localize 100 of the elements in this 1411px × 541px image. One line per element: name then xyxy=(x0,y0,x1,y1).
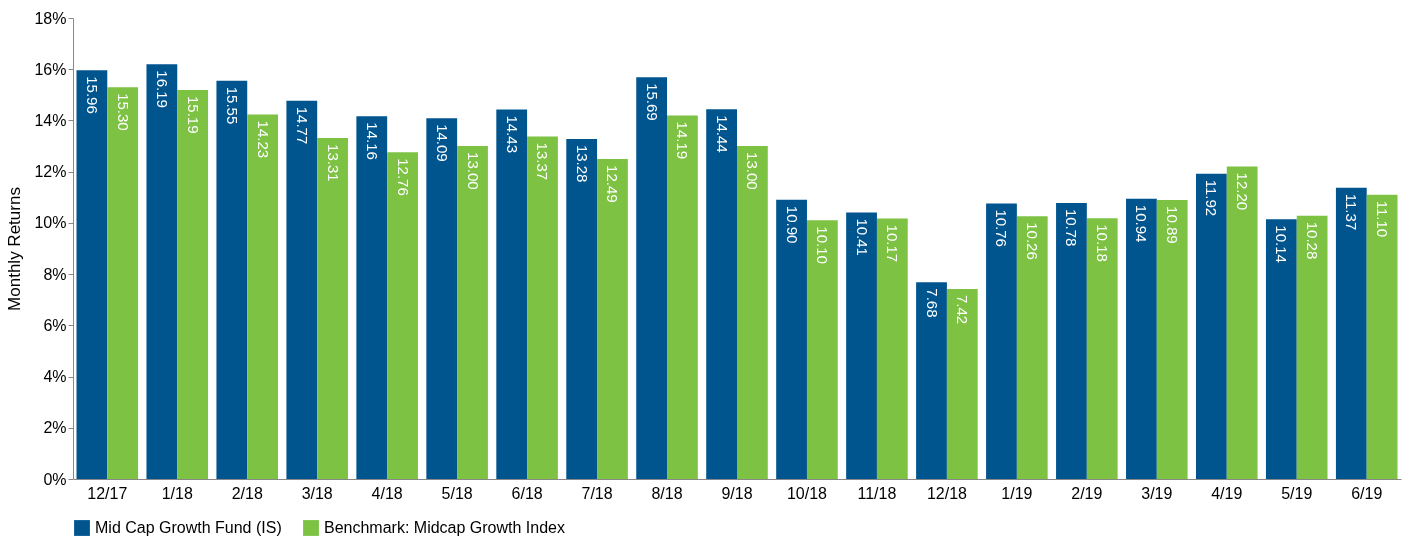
data-label: 15.30 xyxy=(114,93,132,131)
bar xyxy=(566,138,598,479)
data-label: 13.31 xyxy=(324,144,342,182)
data-label: 13.00 xyxy=(464,152,482,190)
data-label: 14.16 xyxy=(363,122,381,160)
bar xyxy=(776,199,807,479)
bar xyxy=(916,282,947,479)
bar xyxy=(76,70,108,479)
data-label: 15.96 xyxy=(83,76,101,114)
data-label: 10.18 xyxy=(1094,224,1112,262)
data-label: 10.14 xyxy=(1273,225,1291,263)
y-tick-label: 12% xyxy=(34,163,67,181)
bar xyxy=(846,212,877,479)
x-tick-label: 1/19 xyxy=(1001,484,1033,502)
x-tick-label: 5/19 xyxy=(1281,484,1313,502)
x-tick-label: 11/18 xyxy=(857,484,897,502)
x-tick-label: 9/18 xyxy=(721,484,753,502)
data-label: 7.68 xyxy=(923,288,941,318)
x-tick-label: 3/19 xyxy=(1141,484,1173,502)
x-tick-label: 7/18 xyxy=(581,484,613,502)
data-label: 11.10 xyxy=(1374,200,1392,238)
bar xyxy=(496,109,528,479)
y-axis-title: Monthly Returns xyxy=(5,187,25,311)
data-label: 14.23 xyxy=(254,120,272,159)
data-label: 10.76 xyxy=(993,209,1011,247)
bar xyxy=(146,64,178,479)
x-tick-label: 2/19 xyxy=(1071,484,1103,502)
bar xyxy=(1296,215,1328,479)
data-label: 14.19 xyxy=(674,121,692,160)
data-label: 10.78 xyxy=(1063,208,1081,247)
bar xyxy=(426,118,458,479)
bar xyxy=(1366,194,1398,479)
data-label: 14.43 xyxy=(503,115,521,153)
bar xyxy=(1056,202,1087,479)
x-tick-label: 5/18 xyxy=(441,484,473,502)
y-tick-label: 2% xyxy=(43,419,67,437)
data-label: 13.37 xyxy=(534,142,552,181)
x-tick-label: 4/19 xyxy=(1211,484,1243,502)
data-label: 10.28 xyxy=(1304,221,1322,260)
y-tick-label: 0% xyxy=(43,470,67,488)
y-tick-label: 18% xyxy=(34,9,67,27)
data-label: 16.19 xyxy=(153,70,171,108)
bar xyxy=(636,77,668,479)
y-tick-label: 16% xyxy=(34,60,67,78)
data-label: 15.69 xyxy=(643,83,661,121)
bar xyxy=(107,87,139,479)
bar xyxy=(1265,219,1297,479)
data-label: 10.10 xyxy=(814,226,832,264)
x-tick-label: 12/18 xyxy=(926,484,968,502)
x-tick-label: 4/18 xyxy=(371,484,403,502)
bar xyxy=(876,218,908,479)
y-tick-label: 10% xyxy=(34,214,67,232)
data-label: 14.77 xyxy=(293,106,311,145)
bar xyxy=(317,138,348,479)
bar xyxy=(177,89,209,479)
bar xyxy=(1126,198,1157,479)
bar xyxy=(1195,173,1227,479)
data-label: 12.49 xyxy=(604,165,622,203)
bar xyxy=(1156,200,1188,479)
data-label: 10.17 xyxy=(884,224,902,263)
x-tick-label: 2/18 xyxy=(231,484,263,502)
legend-label: Mid Cap Growth Fund (IS) xyxy=(95,519,282,536)
bar xyxy=(1226,166,1258,479)
x-tick-label: 10/18 xyxy=(786,484,828,502)
bar xyxy=(667,115,698,479)
bar xyxy=(986,203,1017,479)
data-label: 15.55 xyxy=(223,86,241,125)
bar xyxy=(806,220,838,479)
data-label: 12.20 xyxy=(1234,172,1252,211)
data-label: 10.41 xyxy=(853,218,871,256)
data-label: 7.42 xyxy=(954,294,972,325)
data-label: 12.76 xyxy=(394,158,412,196)
data-label: 14.09 xyxy=(433,124,451,162)
bar xyxy=(286,100,318,479)
bar xyxy=(527,136,558,479)
data-label: 15.19 xyxy=(184,95,202,134)
bar xyxy=(216,80,248,479)
x-tick-label: 6/19 xyxy=(1351,484,1383,502)
bar xyxy=(597,159,628,479)
x-tick-label: 12/17 xyxy=(87,484,128,502)
data-label: 13.28 xyxy=(573,144,591,183)
data-label: 10.94 xyxy=(1133,204,1151,243)
bar xyxy=(1335,187,1367,479)
bar xyxy=(946,288,978,479)
data-label: 11.92 xyxy=(1203,179,1221,217)
x-tick-label: 8/18 xyxy=(651,484,683,502)
data-label: 10.26 xyxy=(1024,222,1042,260)
bar xyxy=(1016,216,1048,479)
y-tick-label: 4% xyxy=(43,368,67,386)
y-tick-label: 6% xyxy=(43,316,67,334)
bar xyxy=(1086,218,1118,479)
y-tick-label: 14% xyxy=(34,111,67,129)
data-label: 14.44 xyxy=(713,115,731,153)
data-label: 13.00 xyxy=(744,152,762,190)
x-tick-label: 3/18 xyxy=(301,484,333,502)
x-tick-label: 6/18 xyxy=(511,484,543,502)
data-label: 10.90 xyxy=(783,205,801,244)
x-tick-label: 1/18 xyxy=(161,484,193,502)
bar xyxy=(356,116,388,479)
bar xyxy=(387,152,418,479)
